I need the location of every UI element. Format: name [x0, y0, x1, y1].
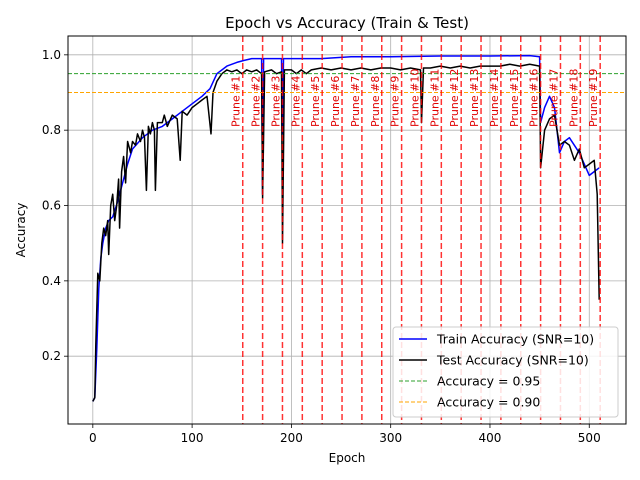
y-tick-label: 0.6	[42, 199, 61, 213]
prune-label: Prune #11	[428, 69, 441, 127]
x-tick-label: 500	[578, 431, 601, 445]
prune-label: Prune #1	[230, 76, 243, 127]
axes-frame	[67, 35, 627, 425]
x-tick-label: 100	[181, 431, 204, 445]
prune-label: Prune #8	[369, 76, 382, 127]
x-axis-label: Epoch	[329, 451, 366, 465]
y-tick-label: 0.8	[42, 123, 61, 137]
legend-label-train: Train Accuracy (SNR=10)	[436, 332, 594, 347]
x-tick-label: 200	[280, 431, 303, 445]
prune-label: Prune #10	[409, 69, 422, 127]
plot-area: Prune #1 Prune #2 Prune #3 Prune #4 Prune #5…	[68, 36, 626, 424]
prune-label: Prune #7	[349, 76, 362, 127]
prune-label: Prune #4	[289, 76, 302, 127]
prune-label: Prune #9	[389, 76, 402, 127]
y-axis-label: Accuracy	[14, 203, 28, 258]
axis-ticks: 0 100 200 300 400 500 0.2 0.4 0.6 0.8 1.0	[42, 48, 601, 445]
y-tick-label: 0.4	[42, 274, 61, 288]
prune-label: Prune #17	[548, 69, 561, 127]
series-line-test	[92, 63, 600, 402]
legend-label-threshold-95: Accuracy = 0.95	[437, 374, 540, 389]
prune-label: Prune #12	[448, 69, 461, 127]
chart-title: Epoch vs Accuracy (Train & Test)	[225, 14, 469, 32]
prune-label: Prune #3	[270, 76, 283, 127]
prune-label: Prune #15	[508, 69, 521, 127]
prune-label: Prune #16	[528, 69, 541, 127]
legend-label-threshold-90: Accuracy = 0.90	[437, 395, 540, 410]
y-tick-label: 0.2	[42, 349, 61, 363]
x-tick-label: 300	[379, 431, 402, 445]
prune-label: Prune #5	[309, 76, 322, 127]
prune-label: Prune #13	[468, 69, 481, 127]
x-tick-label: 400	[479, 431, 502, 445]
prune-label: Prune #18	[567, 69, 580, 127]
prune-label: Prune #6	[329, 76, 342, 127]
x-tick-label: 0	[89, 431, 97, 445]
prune-label: Prune #19	[587, 69, 600, 127]
legend-label-test: Test Accuracy (SNR=10)	[436, 353, 589, 368]
legend: Train Accuracy (SNR=10) Test Accuracy (SN…	[392, 326, 619, 418]
legend-box	[392, 326, 619, 418]
prune-label: Prune #14	[488, 69, 501, 127]
prune-label: Prune #2	[250, 76, 263, 127]
grid-lines	[68, 36, 626, 424]
y-tick-label: 1.0	[42, 48, 61, 62]
